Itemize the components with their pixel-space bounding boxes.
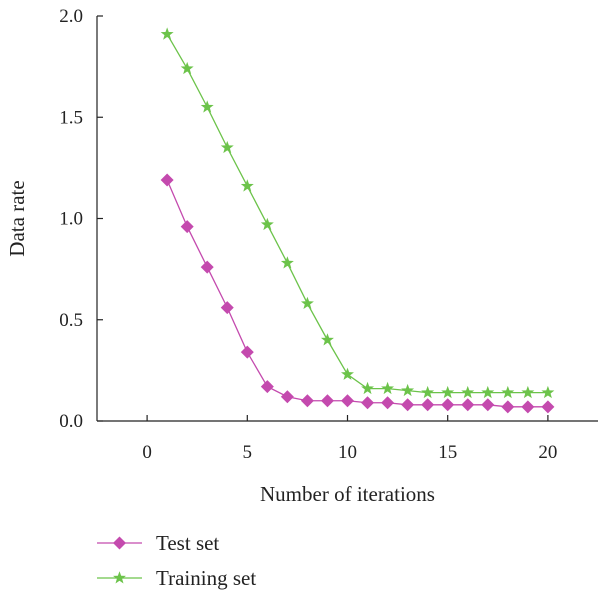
legend: Test set Training set: [97, 531, 256, 590]
data-point: [160, 27, 174, 40]
data-point: [320, 394, 334, 408]
data-point: [180, 61, 194, 75]
data-point: [541, 400, 555, 414]
data-point: [200, 260, 214, 274]
data-point: [160, 173, 174, 187]
axes: 0.0 0.5 1.0 1.5 2.0 0 5 10 15 20: [59, 6, 598, 463]
data-point: [481, 398, 495, 412]
series-line: [166, 33, 548, 394]
series-training-set: [160, 27, 555, 399]
data-point: [421, 398, 435, 412]
y-tick-label: 0.5: [59, 310, 83, 331]
data-point: [481, 385, 495, 399]
data-point: [541, 385, 555, 399]
x-tick-label: 0: [142, 442, 152, 463]
legend-item: Test set: [97, 531, 219, 555]
legend-item: Training set: [97, 566, 256, 590]
data-point: [461, 385, 475, 399]
data-point: [260, 217, 274, 231]
x-tick-label: 20: [538, 442, 557, 463]
data-point: [240, 345, 254, 359]
data-point: [501, 385, 515, 399]
data-point: [220, 301, 234, 315]
y-tick-label: 1.5: [59, 107, 83, 128]
data-point: [240, 179, 254, 192]
data-point: [200, 100, 214, 113]
data-point: [300, 394, 314, 408]
data-point: [381, 396, 395, 410]
data-point: [501, 400, 515, 414]
data-point: [421, 385, 435, 399]
y-tick-label: 2.0: [59, 6, 83, 27]
data-point: [300, 296, 314, 310]
legend-label: Training set: [156, 566, 256, 590]
legend-marker: [113, 571, 126, 584]
x-tick-label: 15: [438, 442, 457, 463]
x-tick-label: 5: [243, 442, 253, 463]
data-point: [341, 367, 354, 380]
data-point: [401, 383, 415, 397]
series-test-set: [160, 173, 555, 414]
data-point: [361, 381, 375, 395]
data-point: [180, 220, 194, 234]
legend-label: Test set: [156, 531, 219, 555]
legend-marker: [113, 536, 126, 550]
data-point: [441, 398, 455, 412]
data-point: [521, 400, 535, 414]
data-point: [381, 381, 395, 395]
series-line: [166, 179, 548, 408]
series-layer: [160, 27, 555, 414]
y-tick-label: 1.0: [59, 209, 83, 230]
data-point: [441, 385, 455, 399]
data-point: [280, 390, 294, 404]
data-point: [341, 394, 354, 408]
data-point: [521, 385, 535, 399]
data-point: [461, 398, 475, 412]
data-point: [280, 256, 294, 269]
data-point: [260, 380, 274, 394]
data-point: [220, 140, 234, 154]
data-point: [401, 398, 415, 412]
x-tick-label: 10: [338, 442, 357, 463]
data-point: [361, 396, 375, 410]
x-axis-title: Number of iterations: [260, 482, 435, 506]
y-tick-label: 0.0: [59, 411, 83, 432]
y-axis-title: Data rate: [5, 180, 29, 256]
data-point: [320, 333, 334, 346]
